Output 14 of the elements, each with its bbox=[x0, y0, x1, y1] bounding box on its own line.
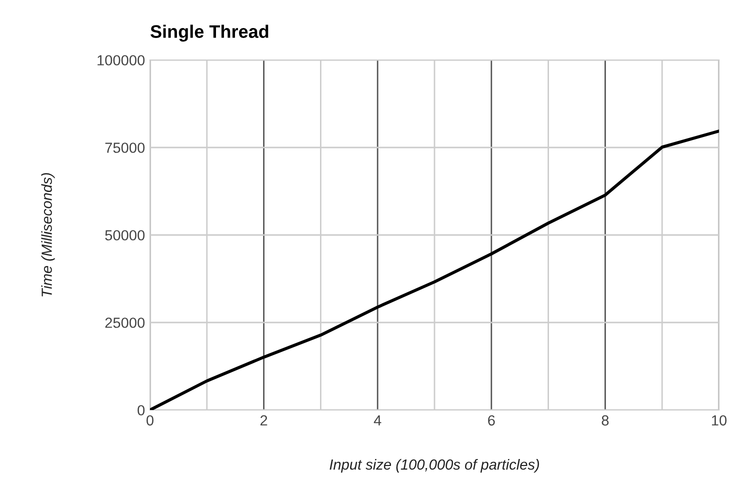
x-tick-label: 2 bbox=[260, 415, 268, 426]
x-tick-label: 6 bbox=[488, 415, 495, 426]
y-axis-title: Time (Milliseconds) bbox=[41, 173, 55, 296]
x-tick-label: 8 bbox=[602, 415, 609, 426]
y-tick-label: 100000 bbox=[98, 55, 145, 66]
y-tick-label: 75000 bbox=[105, 142, 145, 153]
x-tick-label: 10 bbox=[712, 415, 727, 426]
y-tick-label: 50000 bbox=[105, 230, 145, 240]
x-axis-title: Input size (100,000s of particles) bbox=[330, 459, 540, 473]
x-tick-label: 4 bbox=[374, 415, 382, 426]
y-tick-label: 25000 bbox=[105, 318, 145, 328]
chart-title: Single Thread bbox=[150, 24, 268, 42]
x-tick-label: 0 bbox=[146, 415, 154, 426]
y-tick-label: 0 bbox=[138, 405, 145, 416]
